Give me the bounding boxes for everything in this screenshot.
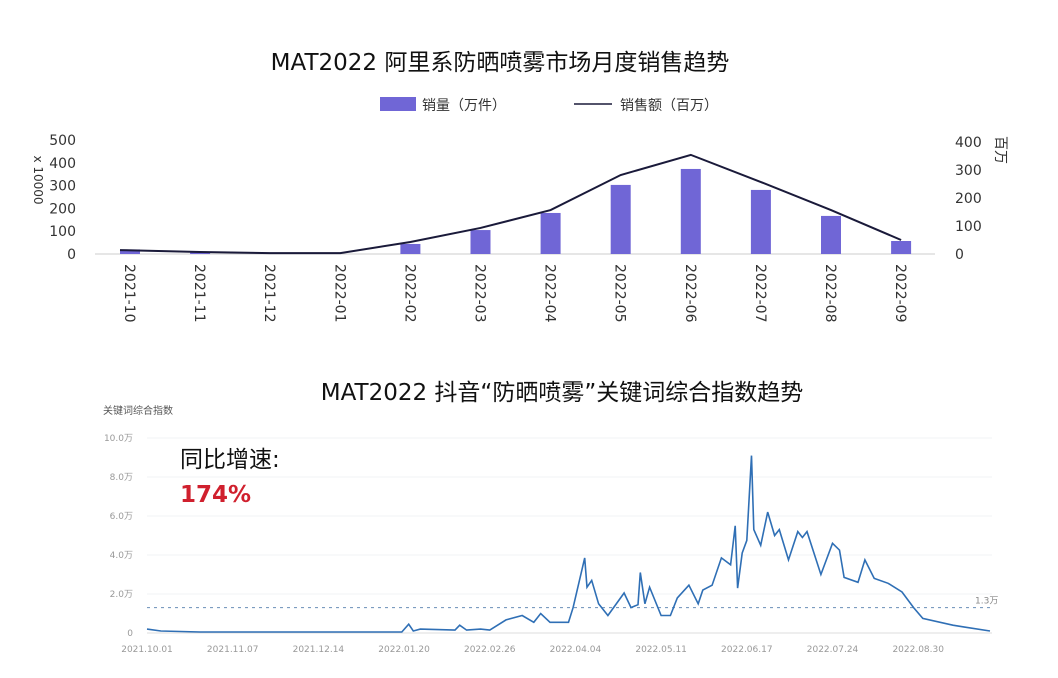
x-tick-bottom: 2021.11.07	[207, 645, 259, 655]
y-axis-label-bottom: 关键词综合指数	[103, 404, 173, 417]
y-tick-bottom: 4.0万	[110, 551, 133, 561]
annotation-value: 174%	[180, 482, 251, 508]
bar-2022-09	[891, 241, 912, 254]
y-tick-bottom: 6.0万	[110, 512, 133, 522]
bar-2021-11	[190, 252, 211, 254]
y-tick-left: 400	[49, 156, 76, 172]
x-tick-bottom: 2021.10.01	[121, 645, 173, 655]
bar-2022-04	[540, 212, 561, 254]
y-axis-label-left: x 10000	[31, 155, 45, 204]
reference-line-label: 1.3万	[975, 597, 998, 607]
legend-label-bar: 销量（万件）	[422, 98, 506, 114]
y-tick-right: 400	[955, 135, 982, 151]
y-tick-right: 200	[955, 191, 982, 207]
y-tick-left: 300	[49, 179, 76, 195]
bar-2021-10	[120, 249, 140, 254]
bar-2022-06	[680, 168, 701, 254]
y-tick-left: 200	[49, 201, 76, 217]
y-axis-label-right: 百万	[992, 136, 1008, 164]
y-tick-bottom: 10.0万	[104, 434, 133, 444]
y-tick-bottom: 8.0万	[110, 473, 133, 483]
bar-2022-03	[470, 230, 491, 254]
chart-title-top: MAT2022 阿里系防晒喷雾市场月度销售趋势	[271, 50, 730, 76]
x-tick-bottom: 2022.08.30	[892, 645, 944, 655]
y-tick-left: 500	[49, 133, 76, 149]
bar-2022-05	[610, 184, 631, 254]
x-tick-bottom: 2022.02.26	[464, 645, 516, 655]
legend-swatch-bar	[380, 97, 416, 111]
x-tick-label: 2022-04	[542, 264, 558, 323]
y-tick-right: 0	[955, 247, 964, 263]
x-tick-bottom: 2022.05.11	[635, 645, 687, 655]
x-tick-label: 2022-06	[682, 264, 698, 323]
x-tick-label: 2022-01	[331, 264, 347, 323]
x-tick-bottom: 2022.06.17	[721, 645, 773, 655]
y-tick-left: 100	[49, 224, 76, 240]
y-tick-left: 0	[67, 247, 76, 263]
x-tick-label: 2021-12	[261, 264, 277, 323]
y-tick-right: 100	[955, 219, 982, 235]
x-tick-label: 2022-03	[472, 264, 488, 323]
x-tick-bottom: 2022.01.20	[378, 645, 430, 655]
x-tick-label: 2021-10	[121, 264, 137, 323]
series-line-sales-amount	[119, 153, 902, 255]
x-tick-bottom: 2022.07.24	[807, 645, 859, 655]
x-tick-label: 2022-07	[752, 264, 768, 323]
y-tick-bottom: 0	[127, 629, 133, 639]
x-tick-label: 2022-08	[822, 264, 838, 323]
bar-2022-07	[750, 189, 771, 254]
legend-top: 销量（万件） 销售额（百万）	[380, 97, 718, 114]
series-line-keyword-index	[146, 455, 991, 633]
x-tick-label: 2021-11	[191, 264, 207, 323]
legend-label-line: 销售额（百万）	[620, 98, 718, 114]
y-tick-right: 300	[955, 163, 982, 179]
y-tick-bottom: 2.0万	[110, 590, 133, 600]
bar-2022-08	[821, 215, 841, 254]
x-tick-bottom: 2022.04.04	[550, 645, 602, 655]
chart-title-bottom: MAT2022 抖音“防晒喷雾”关键词综合指数趋势	[321, 380, 804, 406]
x-tick-label: 2022-09	[892, 264, 908, 323]
x-tick-bottom: 2021.12.14	[293, 645, 345, 655]
x-tick-label: 2022-02	[401, 264, 417, 323]
annotation-label: 同比增速:	[180, 447, 280, 473]
x-tick-label: 2022-05	[612, 264, 628, 323]
bar-2022-02	[400, 243, 421, 254]
